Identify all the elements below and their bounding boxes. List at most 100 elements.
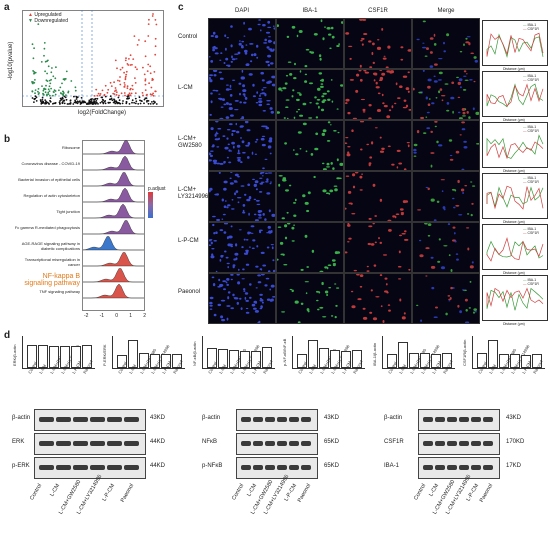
volcano-point xyxy=(69,103,72,105)
blot-band xyxy=(107,441,122,446)
volcano-point xyxy=(151,15,154,17)
volcano-point xyxy=(47,59,49,62)
volcano-point xyxy=(147,100,150,102)
blot-band xyxy=(124,417,139,422)
blot-band xyxy=(265,441,275,446)
volcano-point xyxy=(147,63,150,66)
blot-row-label: NFκB xyxy=(202,439,217,445)
ridge-xtick: -2 xyxy=(84,313,89,319)
bar xyxy=(477,353,487,368)
volcano-point xyxy=(94,103,97,105)
volcano-point xyxy=(103,93,106,96)
volcano-point xyxy=(154,45,157,48)
volcano-point xyxy=(107,101,110,104)
ridge-pathway-label: Fc gamma R-mediated phagocytosis xyxy=(14,225,80,230)
blot-kd-label: 44KD xyxy=(150,439,166,445)
micrograph-dapi xyxy=(208,69,276,120)
volcano-point xyxy=(35,96,38,99)
volcano-point xyxy=(146,70,149,72)
bar xyxy=(442,353,452,368)
volcano-point xyxy=(124,59,127,62)
volcano-point xyxy=(69,100,72,102)
volcano-point xyxy=(155,23,158,26)
blot-row-label: p-ERK xyxy=(12,463,30,469)
volcano-point xyxy=(147,102,150,105)
blot-band xyxy=(423,417,433,422)
panel-label-d: d xyxy=(4,330,11,341)
micrograph-csf1r xyxy=(344,222,412,273)
ridge-pathway-label: AGE-RAGE signaling pathway in diabetic c… xyxy=(21,241,80,251)
volcano-point xyxy=(155,103,158,105)
bar-chart: ControlL-CML-CM+GW2580L-CM+LY3214996L-P-… xyxy=(112,336,185,375)
volcano-point xyxy=(127,97,129,100)
volcano-point xyxy=(99,94,101,97)
volcano-point xyxy=(61,82,63,85)
microscopy-panel: DAPI IBA-1 CSF1R Merge Control — IBA-1— C… xyxy=(178,8,550,328)
volcano-point xyxy=(81,100,84,103)
volcano-point xyxy=(61,102,64,104)
volcano-point xyxy=(123,86,126,88)
legend-down: ▼ Downregulated xyxy=(28,18,68,24)
legend-up: ▲ Upregulated xyxy=(28,12,62,18)
bar xyxy=(532,354,542,368)
ridge-pathway-label: NF-kappa B signaling pathway xyxy=(24,273,80,287)
volcano-point xyxy=(143,98,146,101)
volcano-point xyxy=(61,97,64,100)
micrograph-merge xyxy=(412,222,480,273)
volcano-point xyxy=(52,75,55,78)
volcano-point xyxy=(99,101,102,104)
blot-band xyxy=(107,465,122,470)
blot-kd-label: 43KD xyxy=(506,415,522,421)
row-label: L-P-CM xyxy=(178,238,199,244)
micrograph-csf1r xyxy=(344,273,412,324)
volcano-point xyxy=(129,64,132,66)
volcano-point xyxy=(44,99,47,101)
volcano-point xyxy=(115,91,118,94)
volcano-point xyxy=(33,72,36,74)
intensity-profile: — IBA-1— CSF1R Distance (μm) xyxy=(482,71,548,122)
bar xyxy=(117,355,127,368)
blot-band xyxy=(73,417,88,422)
volcano-point xyxy=(91,98,93,100)
blot-band xyxy=(73,441,88,446)
volcano-point xyxy=(128,92,131,95)
ridge-density xyxy=(83,268,144,283)
volcano-point xyxy=(144,79,147,82)
blot-band xyxy=(107,417,122,422)
volcano-point xyxy=(42,89,45,92)
micrograph-csf1r xyxy=(344,18,412,69)
blot-kd-label: 17KD xyxy=(506,463,522,469)
blot-strip xyxy=(418,457,500,479)
blot-strip xyxy=(34,433,146,455)
volcano-point xyxy=(150,86,153,89)
volcano-point xyxy=(94,98,96,100)
volcano-point xyxy=(49,97,52,99)
volcano-point xyxy=(52,94,54,97)
volcano-point xyxy=(154,53,157,56)
volcano-point xyxy=(145,97,148,100)
blot-row-label: CSF1R xyxy=(384,439,404,445)
volcano-point xyxy=(134,77,136,79)
volcano-svg xyxy=(22,10,164,107)
volcano-point xyxy=(131,84,134,87)
blot-lane-label: Paeonol xyxy=(119,483,135,504)
volcano-point xyxy=(32,57,35,60)
volcano-point xyxy=(62,93,64,95)
bar xyxy=(262,346,272,368)
bar-y-label: CSF1R/β-actin xyxy=(462,339,467,366)
blot-band xyxy=(471,441,481,446)
volcano-point xyxy=(121,102,124,105)
volcano-point xyxy=(51,67,53,69)
volcano-point xyxy=(131,63,133,66)
bar-y-label: NF-κB/β-actin xyxy=(192,341,197,366)
intensity-profile: — IBA-1— CSF1R Distance (μm) xyxy=(482,122,548,173)
volcano-point xyxy=(79,103,82,105)
bar-y-label: ERK/β-actin xyxy=(12,344,17,366)
bar xyxy=(510,354,520,368)
volcano-point xyxy=(59,100,61,102)
bar xyxy=(319,347,329,368)
volcano-point xyxy=(55,66,57,69)
volcano-point xyxy=(110,85,113,87)
blot-band xyxy=(447,417,457,422)
blot-band xyxy=(423,441,433,446)
